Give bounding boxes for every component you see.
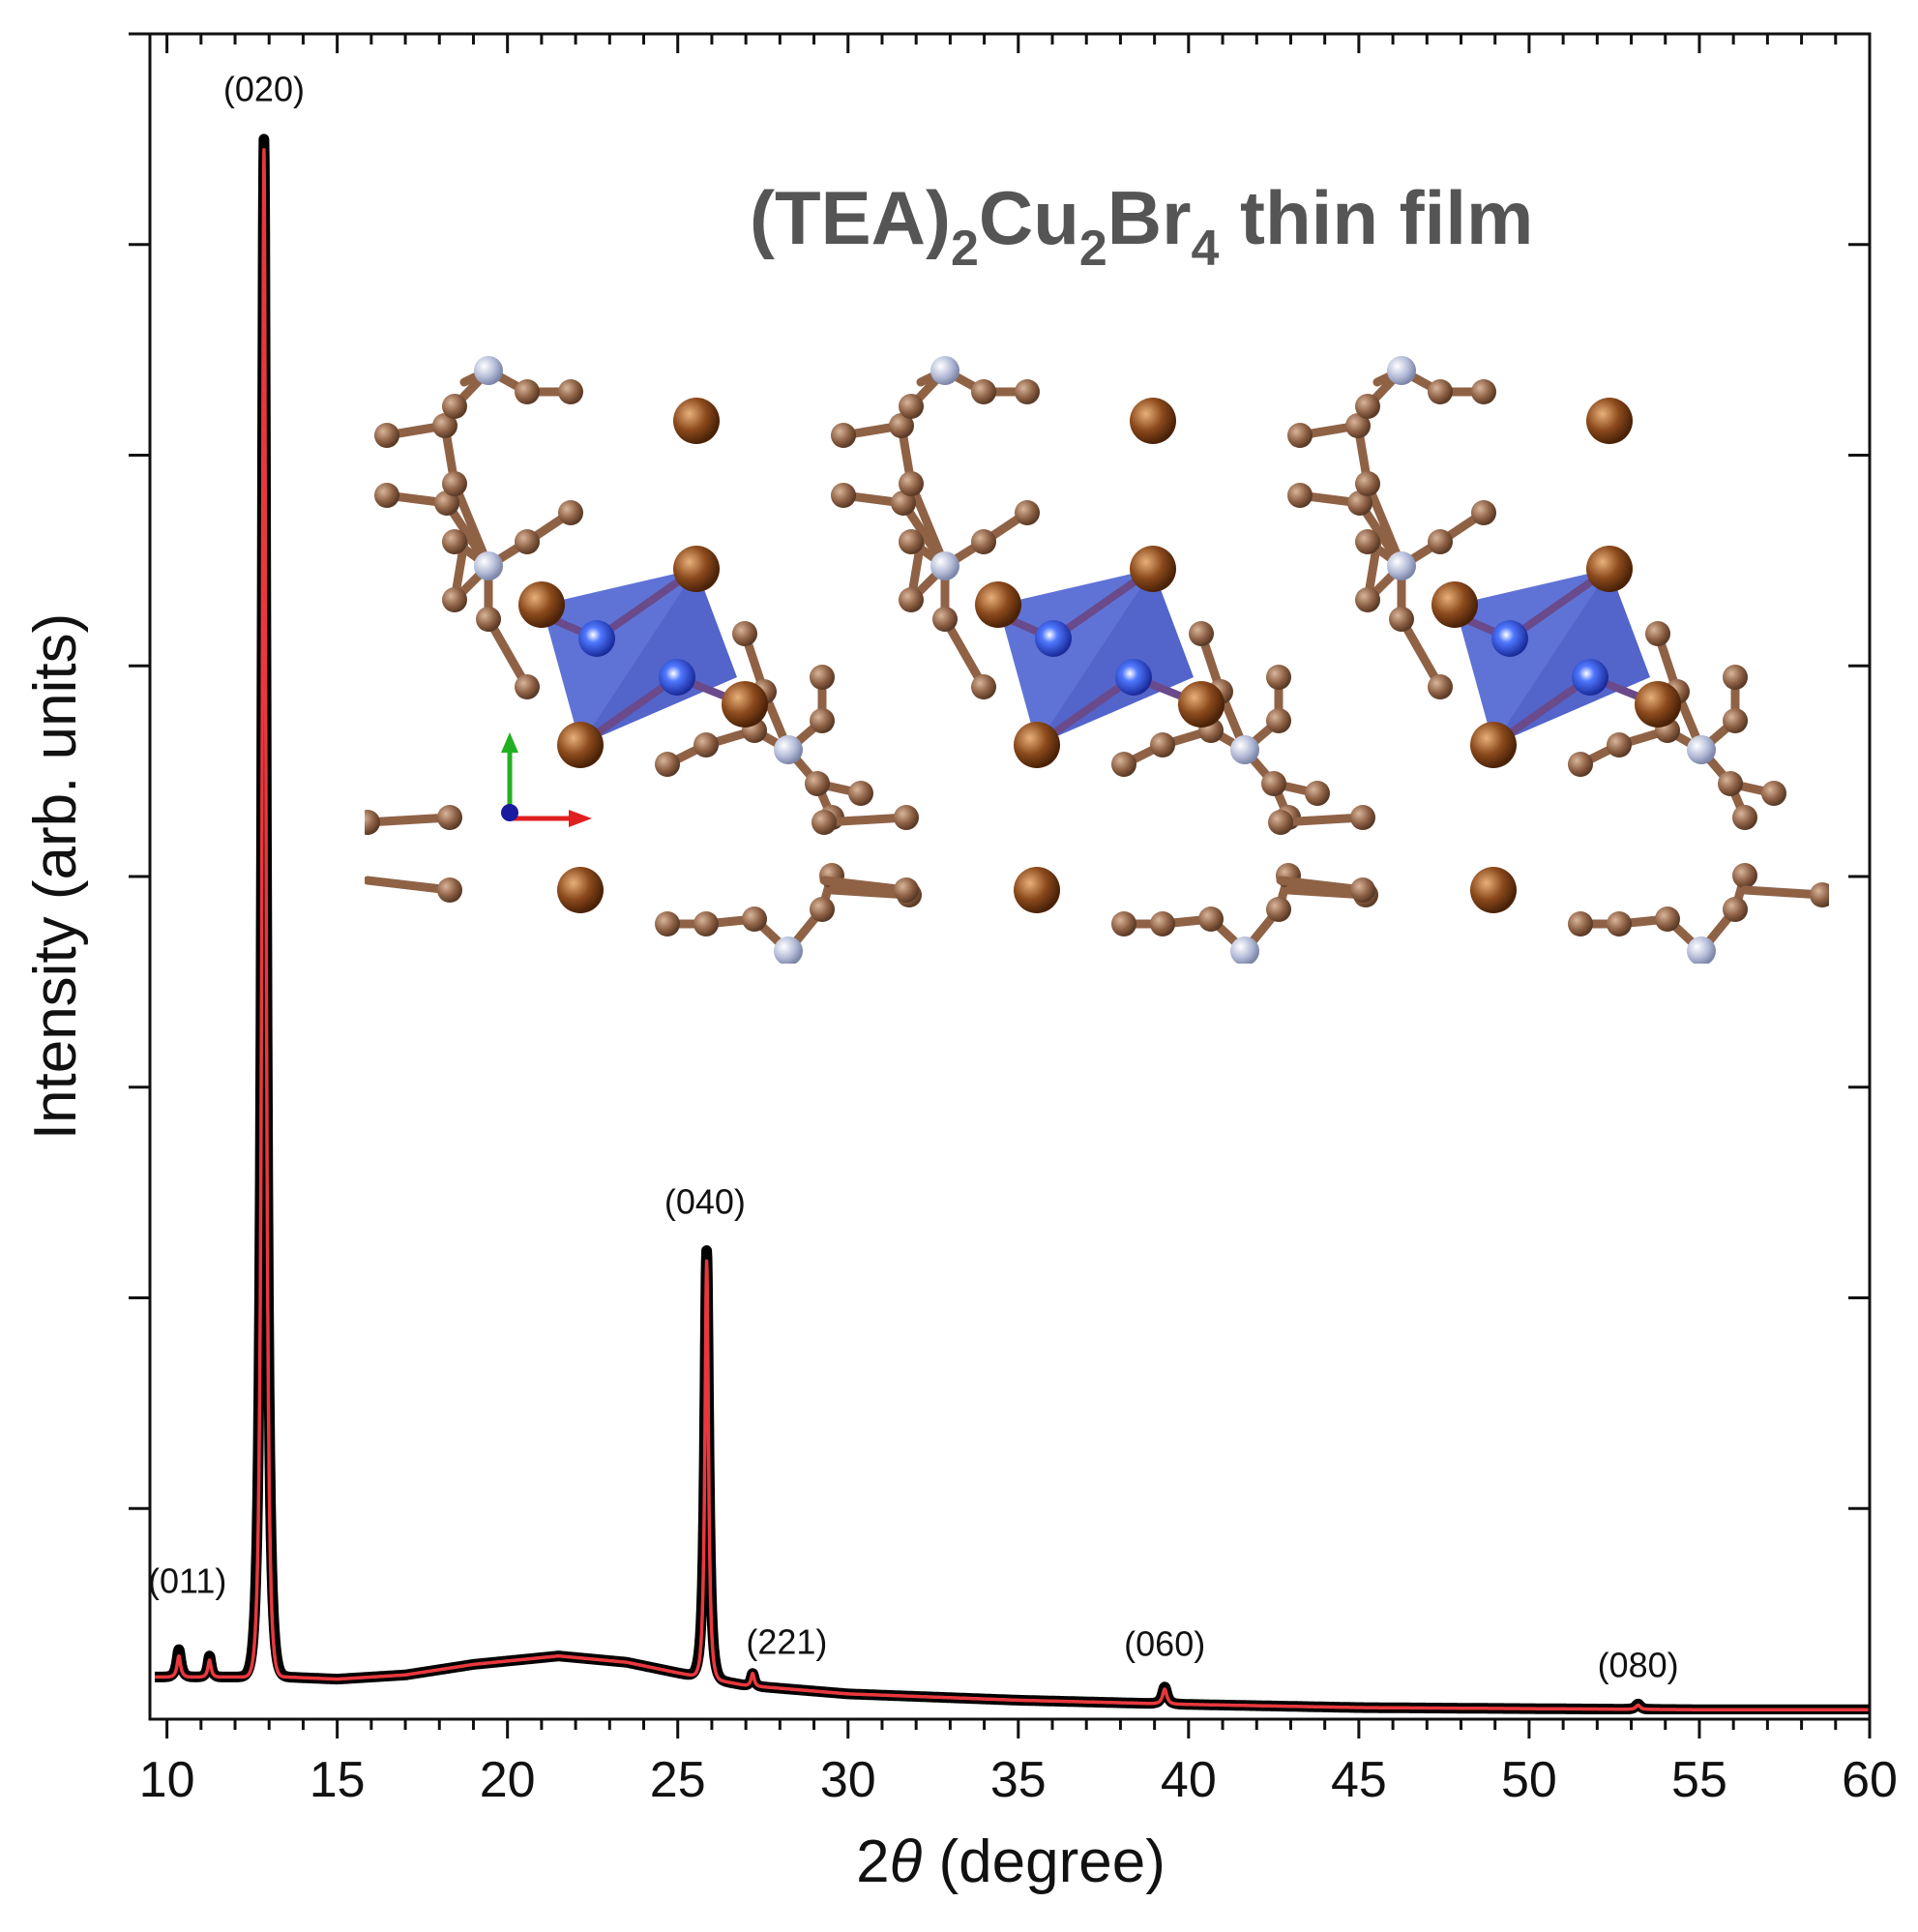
x-tick-label: 15 [310, 1752, 366, 1808]
x-axis-ticks [165, 34, 1872, 1739]
x-tick-label: 50 [1501, 1752, 1557, 1808]
peak-label: (221) [746, 1621, 827, 1661]
x-tick-label: 10 [139, 1752, 195, 1808]
x-tick-label: 45 [1331, 1752, 1387, 1808]
peak-label: (080) [1598, 1645, 1679, 1684]
x-tick-label: 35 [990, 1752, 1047, 1808]
peak-label: (040) [664, 1181, 746, 1221]
peak-label: (020) [223, 70, 305, 109]
x-tick-label: 40 [1161, 1752, 1217, 1808]
x-tick-label: 60 [1842, 1752, 1898, 1808]
x-axis-title: 2θ (degree) [856, 1828, 1166, 1895]
x-tick-label: 30 [820, 1752, 876, 1808]
y-axis-ticks [129, 32, 1870, 1510]
peak-label: (011) [148, 1560, 226, 1600]
chart-title: (TEA)2Cu2Br4 thin film [750, 175, 1533, 277]
y-axis-title: Intensity (arb. units) [22, 613, 89, 1140]
series-fit-line [155, 148, 1869, 1711]
crystal-structure-inset [365, 356, 1829, 964]
peak-annotations: (011) (020) (040) (221) (060) (080) [148, 70, 1679, 1685]
x-tick-label: 55 [1671, 1752, 1727, 1808]
x-tick-label: 25 [650, 1752, 706, 1808]
peak-label: (060) [1124, 1624, 1205, 1664]
x-tick-label: 20 [480, 1752, 536, 1808]
x-axis-tick-labels: 10 15 20 25 30 35 40 45 50 55 60 [139, 1752, 1898, 1808]
